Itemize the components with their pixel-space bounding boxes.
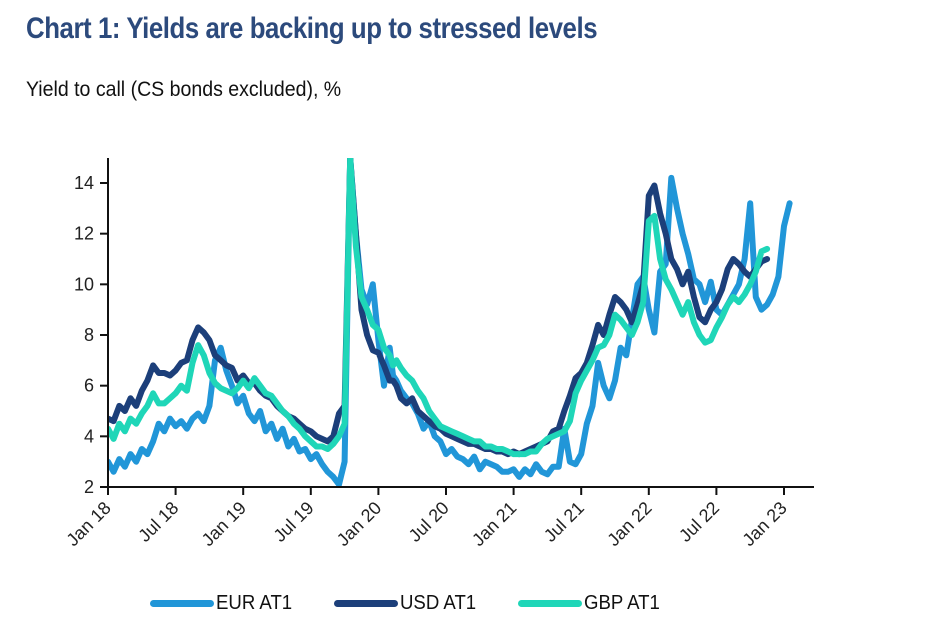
x-tick-label: Jan 20 [333, 498, 385, 550]
x-tick-label: Jul 18 [134, 498, 182, 546]
x-tick-label: Jul 21 [540, 498, 588, 546]
chart-title: Chart 1: Yields are backing up to stress… [26, 12, 598, 45]
legend-label-usd: USD AT1 [399, 592, 477, 614]
x-tick-label: Jan 19 [198, 498, 250, 550]
legend-swatch-gbp [517, 600, 582, 607]
legend-swatch-eur [150, 600, 214, 607]
series-layer [108, 158, 793, 488]
y-tick-label: 2 [84, 477, 94, 497]
legend-item-eur: EUR AT1 [150, 592, 298, 615]
x-tick-label: Jul 20 [405, 498, 453, 546]
series-line-eur [108, 158, 793, 488]
y-tick-label: 10 [74, 274, 94, 294]
y-tick-label: 14 [74, 173, 94, 193]
legend-item-gbp: GBP AT1 [517, 592, 666, 615]
y-tick-label: 8 [84, 325, 94, 345]
legend-label-eur: EUR AT1 [216, 592, 293, 614]
x-tick-label: Jan 18 [62, 498, 114, 550]
axes-layer: 2 4 6 8 10 12 14 Jan 18 Jul 18 Jan 19 Jul 19 Jan 20… [62, 158, 814, 550]
legend-label-gbp: GBP AT1 [583, 592, 660, 614]
x-tick-label: Jan 21 [468, 498, 520, 550]
legend-item-usd: USD AT1 [333, 592, 482, 615]
x-tick-label: Jan 23 [738, 498, 790, 550]
chart-subtitle: Yield to call (CS bonds excluded), % [26, 78, 342, 101]
line-chart: 2 4 6 8 10 12 14 Jan 18 Jul 18 Jan 19 Jul 19 Jan 20… [62, 158, 814, 550]
series-line-gbp [108, 158, 771, 458]
y-tick-label: 6 [84, 376, 94, 396]
x-tick-label: Jul 22 [675, 498, 723, 546]
y-tick-label: 4 [84, 426, 94, 446]
chart-legend: EUR AT1 USD AT1 GBP AT1 [150, 592, 665, 615]
series-line-usd [108, 158, 771, 458]
x-tick-label: Jan 22 [603, 498, 655, 550]
x-tick-label: Jul 19 [270, 498, 318, 546]
legend-swatch-usd [333, 600, 398, 607]
y-tick-label: 12 [74, 224, 94, 244]
